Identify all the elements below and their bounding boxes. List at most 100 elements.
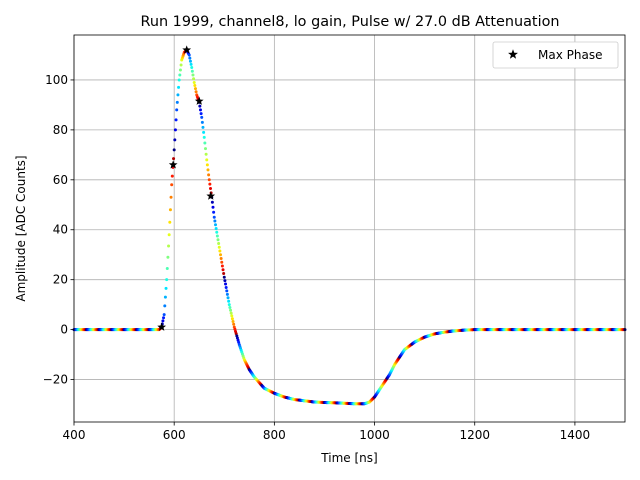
pulse-point: [220, 260, 224, 264]
pulse-point: [172, 148, 176, 152]
pulse-point: [177, 78, 181, 82]
pulse-point: [216, 238, 220, 242]
pulse-point: [163, 295, 167, 299]
pulse-point: [203, 147, 207, 151]
pulse-point: [188, 56, 192, 60]
legend-star-icon: [508, 49, 518, 59]
pulse-point: [220, 264, 224, 268]
pulse-point: [201, 125, 205, 129]
pulse-point: [168, 208, 172, 212]
pulse-point: [207, 178, 211, 182]
pulse-point: [223, 279, 227, 283]
pulse-point: [198, 104, 202, 108]
pulse-point: [178, 68, 182, 72]
pulse-point: [192, 80, 196, 84]
pulse-point: [166, 255, 170, 259]
pulse-point: [225, 289, 229, 293]
x-tick-label: 1400: [560, 428, 591, 442]
pulse-point: [192, 77, 196, 81]
pulse-point: [200, 120, 204, 124]
pulse-point: [175, 108, 179, 112]
pulse-point: [219, 256, 223, 260]
pulse-point: [198, 108, 202, 112]
pulse-point: [206, 168, 210, 172]
x-axis-label: Time [ns]: [320, 451, 377, 465]
pulse-point: [222, 271, 226, 275]
pulse-point: [161, 319, 165, 323]
pulse-point: [202, 135, 206, 139]
pulse-point: [187, 53, 191, 57]
pulse-point: [229, 308, 233, 312]
pulse-point: [167, 233, 171, 237]
x-tick-label: 600: [163, 428, 186, 442]
y-axis-label: Amplitude [ADC Counts]: [14, 155, 28, 301]
pulse-point: [232, 322, 236, 326]
max-phase-series: [157, 45, 216, 331]
pulse-point: [203, 141, 207, 145]
pulse-point: [168, 220, 172, 224]
pulse-point: [162, 316, 166, 320]
y-tick-label: 100: [45, 73, 68, 87]
pulse-point: [200, 115, 204, 119]
pulse-point: [204, 152, 208, 156]
pulse-point: [227, 299, 231, 303]
pulse-point: [214, 227, 218, 230]
pulse-point: [170, 183, 174, 187]
pulse-point: [212, 215, 216, 219]
y-tick-label: 60: [53, 173, 68, 187]
pulse-point: [177, 85, 181, 89]
pulse-point: [228, 305, 232, 309]
pulse-point: [193, 87, 197, 91]
pulse-point: [227, 303, 231, 307]
pulse-point: [208, 182, 212, 186]
pulse-point: [209, 187, 212, 191]
pulse-point: [202, 130, 206, 134]
pulse-point: [222, 275, 226, 279]
max-phase-point: [194, 96, 204, 105]
pulse-point: [175, 100, 179, 104]
pulse-point: [179, 63, 183, 67]
max-phase-point: [182, 45, 192, 54]
pulse-point: [207, 173, 211, 177]
x-axis: 400 600 800 1000 1200 1400: [63, 422, 591, 442]
max-phase-point: [168, 160, 178, 169]
pulse-point: [170, 174, 174, 178]
pulse-series: [72, 48, 627, 406]
x-tick-label: 1000: [359, 428, 390, 442]
pulse-point: [194, 90, 198, 94]
x-tick-label: 800: [263, 428, 286, 442]
pulse-point: [221, 268, 225, 272]
pulse-point: [215, 230, 219, 234]
pulse-point: [224, 285, 228, 289]
legend: Max Phase: [492, 41, 619, 69]
pulse-point: [191, 73, 195, 77]
pulse-point: [189, 62, 193, 66]
pulse-point: [169, 195, 173, 199]
pulse-point: [215, 234, 219, 238]
chart-title: Run 1999, channel8, lo gain, Pulse w/ 27…: [141, 14, 560, 30]
pulse-point: [173, 128, 177, 132]
grid: [73, 35, 625, 422]
legend-star-shape: [508, 49, 518, 59]
pulse-point: [174, 118, 178, 122]
plot-frame: [73, 34, 626, 423]
y-tick-label: −20: [43, 373, 68, 387]
pulse-point: [199, 112, 203, 116]
pulse-point: [162, 313, 166, 317]
pulse-point: [205, 163, 209, 167]
pulse-point: [210, 200, 214, 204]
y-axis: −20 0 20 40 60 80 100: [43, 73, 74, 387]
pulse-point: [217, 241, 221, 245]
pulse-point: [230, 317, 234, 321]
pulse-point: [172, 157, 176, 161]
pulse-point: [167, 244, 171, 248]
pulse-point: [205, 158, 209, 162]
max-phase-point: [206, 191, 216, 200]
pulse-point: [178, 73, 182, 77]
pulse-point: [164, 286, 168, 290]
pulse-point: [219, 253, 223, 257]
pulse-point: [218, 249, 222, 253]
pulse-point: [211, 205, 215, 209]
pulse-point: [226, 296, 230, 300]
